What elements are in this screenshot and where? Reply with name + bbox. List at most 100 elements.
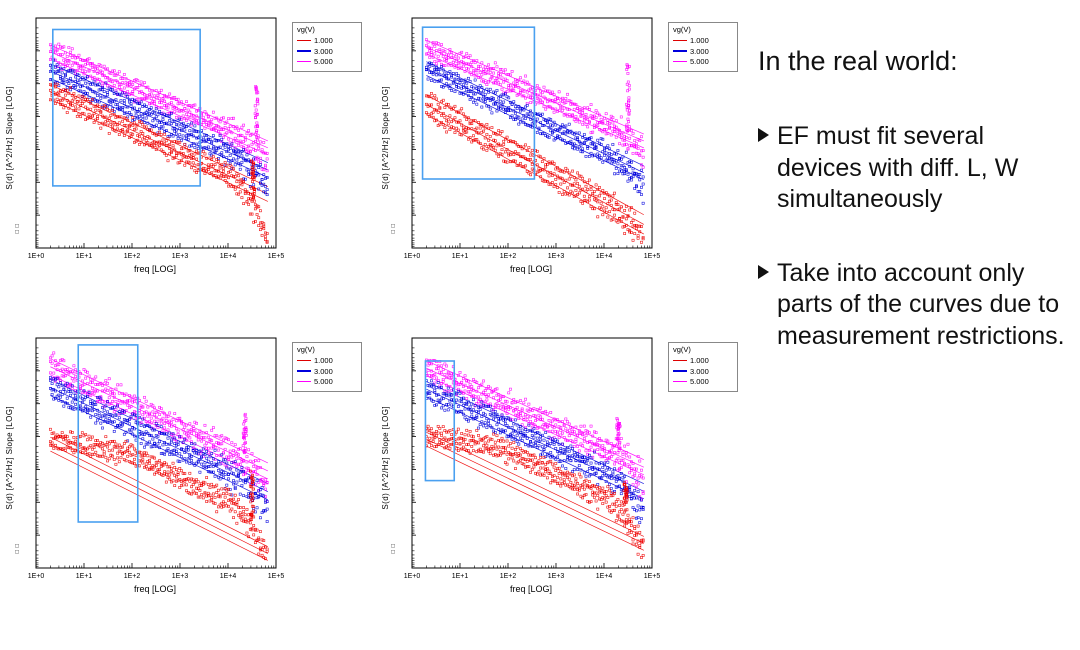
legend-entry: 1.000	[297, 356, 357, 365]
svg-text:1E+3: 1E+3	[548, 573, 565, 580]
slide-text-column: In the real world: EF must fit several d…	[752, 0, 1080, 650]
plot-area: 1E+0 1E+1 1E+2 1E+3 1E+4 1E+5	[404, 17, 661, 260]
chart-panel: S(d) [A^2/Hz] Slope [LOG] □□ 1E+0 1E+1 1E+…	[376, 324, 752, 644]
slide-heading: In the real world:	[758, 46, 958, 76]
bullet-text-1: EF must fit several devices with diff. L…	[777, 122, 1019, 213]
svg-text:1E+0: 1E+0	[28, 573, 45, 580]
legend-entry-label: 1.000	[690, 356, 709, 365]
legend-wrap: vg(V) 1.000 3.000 5.000	[662, 12, 752, 72]
x-axis-label: freq [LOG]	[509, 584, 553, 594]
svg-text:1E+1: 1E+1	[76, 253, 93, 260]
svg-text:1E+3: 1E+3	[172, 573, 189, 580]
legend: vg(V) 1.000 3.000 5.000	[292, 342, 362, 392]
bullet-text-2: Take into account only parts of the curv…	[777, 258, 1065, 350]
legend-line-sample	[297, 359, 311, 362]
chart-panel: S(d) [A^2/Hz] Slope [LOG] □□ 1E+0 1E+1 1E+…	[0, 4, 376, 324]
legend-entry-label: 5.000	[314, 57, 333, 66]
x-axis-label: freq [LOG]	[133, 584, 177, 594]
y-axis-sublabel: □□	[389, 542, 396, 554]
legend-line-sample	[297, 39, 311, 42]
legend-title: vg(V)	[297, 345, 315, 354]
legend-line-sample	[297, 380, 311, 383]
legend-entry: 3.000	[297, 367, 357, 376]
svg-text:1E+2: 1E+2	[124, 573, 141, 580]
svg-text:1E+0: 1E+0	[404, 573, 421, 580]
legend-line-sample	[673, 50, 687, 52]
legend-line-sample	[297, 60, 311, 63]
legend-entries: 1.000 3.000 5.000	[297, 36, 357, 66]
chart-panel: S(d) [A^2/Hz] Slope [LOG] □□ 1E+0 1E+1 1E+…	[0, 324, 376, 644]
legend-line-sample	[673, 60, 687, 63]
legend-entry: 3.000	[673, 47, 733, 56]
legend-line-sample	[673, 380, 687, 383]
legend-entries: 1.000 3.000 5.000	[297, 356, 357, 386]
legend: vg(V) 1.000 3.000 5.000	[292, 22, 362, 72]
svg-text:1E+5: 1E+5	[268, 573, 285, 580]
y-axis-sublabel: □□	[13, 542, 20, 554]
plot-area: 1E+0 1E+1 1E+2 1E+3 1E+4 1E+5	[404, 337, 661, 580]
y-axis: S(d) [A^2/Hz] Slope [LOG] □□	[376, 332, 400, 584]
y-axis: S(d) [A^2/Hz] Slope [LOG] □□	[376, 12, 400, 264]
svg-text:1E+5: 1E+5	[644, 253, 661, 260]
plot-area: 1E+0 1E+1 1E+2 1E+3 1E+4 1E+5	[28, 337, 285, 580]
legend-title: vg(V)	[297, 25, 315, 34]
legend-wrap: vg(V) 1.000 3.000 5.000	[286, 12, 376, 72]
svg-text:1E+2: 1E+2	[124, 253, 141, 260]
y-axis-label: S(d) [A^2/Hz] Slope [LOG]	[4, 406, 14, 510]
svg-text:1E+2: 1E+2	[500, 573, 517, 580]
svg-text:1E+1: 1E+1	[76, 573, 93, 580]
y-axis-label: S(d) [A^2/Hz] Slope [LOG]	[380, 86, 390, 190]
legend: vg(V) 1.000 3.000 5.000	[668, 342, 738, 392]
svg-text:1E+3: 1E+3	[172, 253, 189, 260]
legend-entries: 1.000 3.000 5.000	[673, 356, 733, 386]
chart-panel: S(d) [A^2/Hz] Slope [LOG] □□ 1E+0 1E+1 1E+…	[376, 4, 752, 324]
legend-line-sample	[673, 39, 687, 42]
svg-text:1E+5: 1E+5	[268, 253, 285, 260]
plot-wrap: 1E+0 1E+1 1E+2 1E+3 1E+4 1E+5 freq [LOG]	[24, 332, 286, 594]
y-axis-sublabel: □□	[13, 222, 20, 234]
legend-line-sample	[297, 370, 311, 372]
legend-entry: 3.000	[673, 367, 733, 376]
svg-text:1E+2: 1E+2	[500, 253, 517, 260]
legend-title: vg(V)	[673, 345, 691, 354]
legend-entry: 1.000	[297, 36, 357, 45]
legend-line-sample	[673, 370, 687, 372]
plot-area: 1E+0 1E+1 1E+2 1E+3 1E+4 1E+5	[28, 17, 285, 260]
svg-text:1E+4: 1E+4	[596, 253, 613, 260]
svg-text:1E+1: 1E+1	[452, 573, 469, 580]
svg-text:1E+0: 1E+0	[28, 253, 45, 260]
bullet-item-2: Take into account only parts of the curv…	[758, 258, 1072, 353]
legend-entries: 1.000 3.000 5.000	[673, 36, 733, 66]
legend-entry: 1.000	[673, 36, 733, 45]
legend-line-sample	[673, 359, 687, 362]
svg-text:1E+0: 1E+0	[404, 253, 421, 260]
legend-entry: 5.000	[297, 377, 357, 386]
y-axis: S(d) [A^2/Hz] Slope [LOG] □□	[0, 332, 24, 584]
legend-entry-label: 1.000	[314, 356, 333, 365]
legend-wrap: vg(V) 1.000 3.000 5.000	[286, 332, 376, 392]
legend-entry-label: 5.000	[314, 377, 333, 386]
legend-entry: 5.000	[673, 377, 733, 386]
legend-entry-label: 3.000	[314, 366, 333, 376]
svg-text:1E+5: 1E+5	[644, 573, 661, 580]
legend-title: vg(V)	[673, 25, 691, 34]
legend-wrap: vg(V) 1.000 3.000 5.000	[662, 332, 752, 392]
legend-entry: 5.000	[673, 57, 733, 66]
svg-text:1E+4: 1E+4	[220, 253, 237, 260]
plot-wrap: 1E+0 1E+1 1E+2 1E+3 1E+4 1E+5 freq [LOG]	[400, 332, 662, 594]
plot-wrap: 1E+0 1E+1 1E+2 1E+3 1E+4 1E+5 freq [LOG]	[400, 12, 662, 274]
legend-entry-label: 1.000	[690, 36, 709, 45]
y-axis-label: S(d) [A^2/Hz] Slope [LOG]	[380, 406, 390, 510]
arrowhead-bullet-icon	[758, 264, 769, 279]
bullet-item-1: EF must fit several devices with diff. L…	[758, 121, 1072, 216]
legend-entry-label: 3.000	[690, 46, 709, 56]
legend-entry-label: 5.000	[690, 377, 709, 386]
legend-entry: 3.000	[297, 47, 357, 56]
y-axis: S(d) [A^2/Hz] Slope [LOG] □□	[0, 12, 24, 264]
legend-entry-label: 3.000	[690, 366, 709, 376]
charts-grid: S(d) [A^2/Hz] Slope [LOG] □□ 1E+0 1E+1 1E+…	[0, 4, 752, 644]
svg-text:1E+1: 1E+1	[452, 253, 469, 260]
legend-entry: 5.000	[297, 57, 357, 66]
legend-entry: 1.000	[673, 356, 733, 365]
